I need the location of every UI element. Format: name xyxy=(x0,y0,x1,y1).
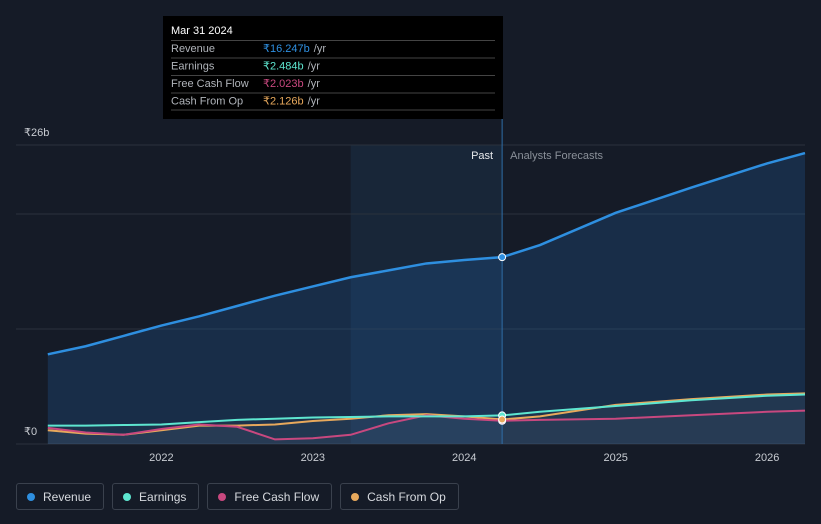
past-highlight xyxy=(350,145,503,444)
legend-label: Revenue xyxy=(43,489,92,504)
legend-swatch xyxy=(218,492,227,501)
y-tick-label: ₹0 xyxy=(24,426,37,438)
legend-item[interactable]: Free Cash Flow xyxy=(207,483,333,510)
series-line xyxy=(47,151,806,356)
tooltip-value: ₹2.126b/yr xyxy=(263,95,320,107)
tooltip-bg xyxy=(163,16,503,119)
legend-label: Free Cash Flow xyxy=(234,489,320,504)
tooltip-value-label: ₹2.023b xyxy=(263,78,304,90)
y-tick-label: ₹26b xyxy=(24,127,49,139)
tooltip-value-label: ₹16.247b xyxy=(263,43,310,55)
past-label: Past xyxy=(471,150,493,162)
tooltip-name: Free Cash Flow xyxy=(171,78,249,90)
legend-item[interactable]: Earnings xyxy=(112,483,200,510)
x-tick-label: 2022 xyxy=(149,452,173,464)
tooltip-value: ₹16.247b/yr xyxy=(263,43,326,55)
legend-item[interactable]: Revenue xyxy=(16,483,105,510)
tooltip-name: Cash From Op xyxy=(171,95,243,107)
tooltip-name: Revenue xyxy=(171,43,215,55)
tooltip-value-label: ₹2.126b xyxy=(263,95,304,107)
legend: Revenue Earnings Free Cash Flow Cash From O… xyxy=(16,483,459,510)
tooltip-suffix: /yr xyxy=(308,60,321,72)
legend-swatch xyxy=(123,492,132,501)
x-tick-label: 2023 xyxy=(301,452,325,464)
legend-swatch xyxy=(351,492,360,501)
tooltip: Mar 31 2024 Revenue ₹16.247b/yr Earnings ₹2.… xyxy=(163,16,503,119)
x-tick-label: 2024 xyxy=(452,452,476,464)
tooltip-value-label: ₹2.484b xyxy=(263,60,304,72)
legend-label: Earnings xyxy=(139,489,187,504)
tooltip-value: ₹2.484b/yr xyxy=(263,60,320,72)
tooltip-point xyxy=(498,253,507,262)
legend-swatch xyxy=(27,492,35,501)
tooltip-suffix: /yr xyxy=(314,43,327,55)
x-tick-label: 2025 xyxy=(603,452,627,464)
tooltip-name: Earnings xyxy=(171,60,215,72)
legend-label: Cash From Op xyxy=(367,489,446,504)
tooltip-value: ₹2.023b/yr xyxy=(263,78,320,90)
tooltip-suffix: /yr xyxy=(308,95,321,107)
forecast-label: Analysts Forecasts xyxy=(510,150,603,162)
series-line xyxy=(47,409,806,441)
tooltip-title: Mar 31 2024 xyxy=(171,25,233,37)
x-tick-label: 2026 xyxy=(755,452,779,464)
tooltip-suffix: /yr xyxy=(308,78,321,90)
tooltip-point xyxy=(498,415,507,424)
series-line xyxy=(47,393,806,427)
series-area xyxy=(47,153,805,445)
legend-item[interactable]: Cash From Op xyxy=(340,483,459,510)
